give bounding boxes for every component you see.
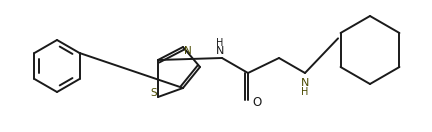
Text: S: S (150, 88, 157, 98)
Text: O: O (252, 96, 261, 109)
Text: N: N (301, 78, 309, 88)
Text: H: H (216, 38, 224, 48)
Text: N: N (216, 46, 224, 56)
Text: N: N (184, 46, 192, 56)
Text: H: H (301, 87, 309, 97)
